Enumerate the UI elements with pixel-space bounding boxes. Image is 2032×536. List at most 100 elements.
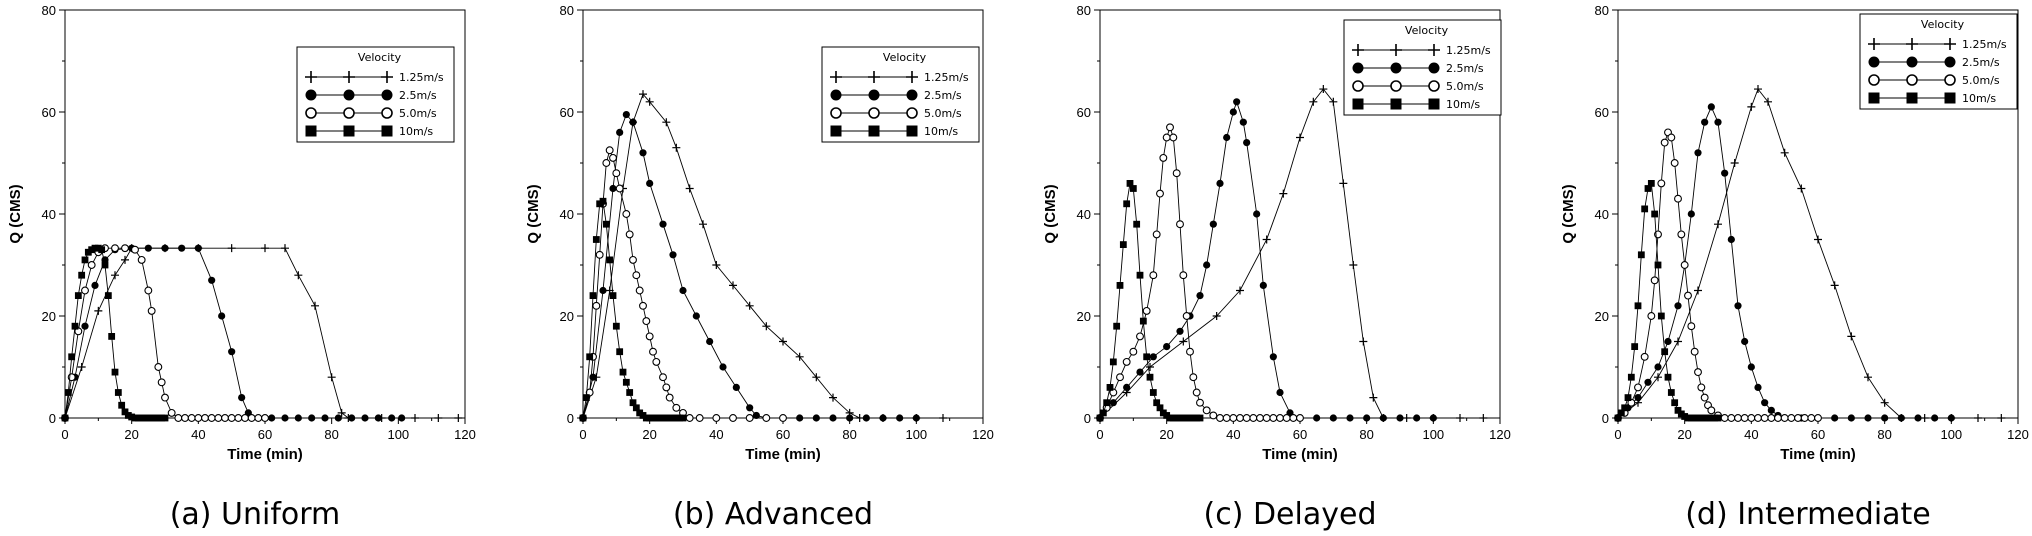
data-point <box>732 383 740 391</box>
data-point <box>1640 352 1649 361</box>
data-point <box>1707 406 1716 415</box>
data-point <box>1727 235 1735 244</box>
data-point <box>1479 414 1488 422</box>
data-point <box>61 414 69 422</box>
data-point <box>1196 398 1204 407</box>
x-tick-label: 0 <box>1096 427 1103 442</box>
data-point <box>101 261 109 269</box>
data-point <box>1329 97 1338 106</box>
x-tick-label: 40 <box>709 427 723 442</box>
data-point <box>579 414 587 422</box>
data-point <box>1831 414 1839 422</box>
data-point <box>639 90 647 99</box>
data-point <box>662 118 671 127</box>
x-axis-label: Time (min) <box>227 446 303 463</box>
data-point <box>241 414 249 422</box>
series-10m-s <box>61 244 169 422</box>
data-point <box>1369 393 1378 402</box>
data-point <box>98 246 106 254</box>
data-point <box>1149 353 1157 361</box>
legend-entry: 5.0m/s <box>1868 74 2000 87</box>
legend-marker <box>1352 98 1364 110</box>
data-point <box>261 414 269 422</box>
data-point <box>642 317 651 326</box>
legend-label: 2.5m/s <box>1962 56 2000 69</box>
legend: Velocity 1.25m/s 2.5m/s 5.0m/s 10m/s <box>1343 19 1502 116</box>
data-point <box>227 244 236 253</box>
data-point <box>361 414 369 422</box>
data-point <box>846 414 854 422</box>
data-point <box>1189 373 1198 382</box>
data-point <box>294 414 302 422</box>
data-point <box>1249 414 1258 422</box>
legend-marker <box>1906 38 1918 50</box>
legend-label: 1.25m/s <box>924 71 969 84</box>
legend-entry: 10m/s <box>305 125 433 138</box>
data-point <box>1637 251 1645 259</box>
data-point <box>762 322 771 331</box>
data-point <box>1136 368 1144 376</box>
data-point <box>1694 286 1702 295</box>
data-point <box>629 255 637 264</box>
x-tick-label: 40 <box>1226 427 1240 442</box>
data-point <box>1209 220 1217 228</box>
data-point <box>1687 210 1695 218</box>
data-point <box>1279 189 1288 198</box>
data-point <box>1814 414 1822 422</box>
data-point <box>201 414 209 422</box>
x-tick-label: 80 <box>842 427 856 442</box>
y-tick-label: 60 <box>1595 105 1609 120</box>
x-tick-label: 100 <box>1940 427 1962 442</box>
legend-marker <box>343 71 355 83</box>
data-point <box>795 352 804 361</box>
legend-marker <box>343 107 355 119</box>
legend-entry: 5.0m/s <box>830 107 962 120</box>
data-point <box>599 286 607 295</box>
data-point <box>1159 153 1168 162</box>
x-tick-label: 120 <box>972 427 994 442</box>
chart-panel-3: 0 20 40 60 80 100 120 0 20 40 60 80 Time (min) Q (CMS… <box>1042 3 1511 532</box>
legend-entry: 2.5m/s <box>830 89 962 102</box>
data-point <box>912 414 920 422</box>
legend-marker <box>830 71 842 83</box>
data-point <box>609 292 617 299</box>
data-point <box>1664 373 1672 381</box>
data-point <box>1734 414 1742 422</box>
data-point <box>1163 343 1171 351</box>
data-point <box>1146 373 1154 381</box>
x-tick-label: 80 <box>1877 427 1891 442</box>
data-point <box>161 414 169 422</box>
legend-marker <box>906 89 918 101</box>
data-point <box>625 230 634 239</box>
data-point <box>1657 179 1666 188</box>
data-point <box>144 286 153 295</box>
data-point <box>645 332 654 341</box>
legend-marker <box>1390 80 1402 92</box>
data-point <box>94 306 103 315</box>
data-point <box>602 220 610 228</box>
data-point <box>1243 139 1251 147</box>
data-point <box>111 271 119 280</box>
data-point <box>1667 133 1676 142</box>
data-point <box>1690 347 1699 356</box>
data-point <box>1740 414 1749 422</box>
data-point <box>1349 261 1358 269</box>
data-point <box>1714 220 1722 229</box>
data-point <box>1186 347 1194 356</box>
data-point <box>1196 292 1204 300</box>
x-tick-label: 60 <box>776 427 790 442</box>
data-point <box>308 414 316 422</box>
data-point <box>348 414 356 422</box>
data-point <box>1881 414 1889 422</box>
data-point <box>695 414 704 422</box>
legend-marker <box>1390 98 1402 110</box>
data-point <box>268 414 276 422</box>
data-point <box>586 353 594 361</box>
data-point <box>1767 414 1776 422</box>
data-point <box>1671 399 1679 407</box>
data-point <box>1209 411 1218 420</box>
data-point <box>77 363 86 371</box>
data-point <box>659 373 667 382</box>
x-tick-label: 20 <box>124 427 138 442</box>
x-tick-label: 0 <box>61 427 68 442</box>
